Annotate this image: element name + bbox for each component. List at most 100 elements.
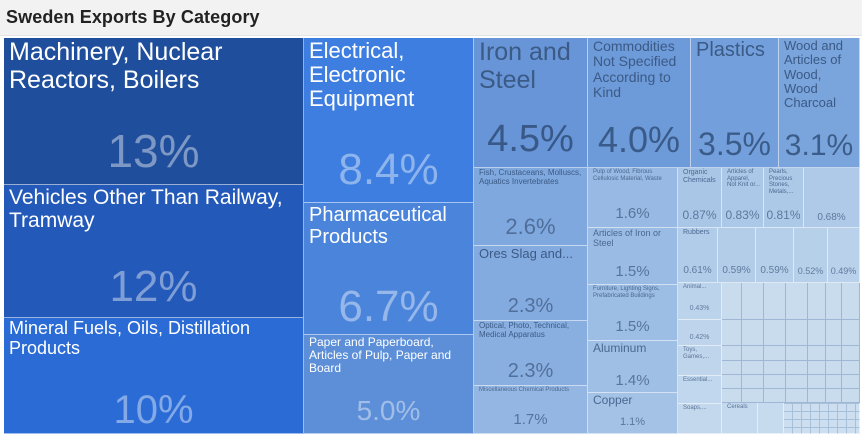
- treemap-tile-small-13[interactable]: [842, 320, 860, 346]
- treemap-tile-item-24[interactable]: 0.59%: [718, 228, 756, 283]
- tile-label: Aluminum: [593, 341, 647, 355]
- treemap-tile-fish-crustaceans-molluscs-aquatics-invertebrates[interactable]: Fish, Crustaceans, Molluscs, Aquatics In…: [474, 168, 588, 246]
- treemap-tile-item-26[interactable]: 0.52%: [794, 228, 828, 283]
- treemap-tile-soaps[interactable]: Soaps,...: [678, 404, 722, 434]
- treemap-tile-small-12[interactable]: [826, 320, 842, 346]
- tile-label: Pulp of Wood, Fibrous Cellulosic Materia…: [593, 169, 662, 182]
- treemap-tile-small-0[interactable]: [722, 283, 742, 320]
- treemap-tile-small-21[interactable]: [722, 361, 742, 375]
- tile-value: 13%: [107, 125, 200, 177]
- treemap-tile-plastics[interactable]: Plastics 3.5%: [691, 38, 779, 168]
- treemap-tile-small-25[interactable]: [808, 361, 826, 375]
- treemap-tile-small-22[interactable]: [742, 361, 764, 375]
- treemap-tile-small-24[interactable]: [786, 361, 808, 375]
- treemap-tile-small-28[interactable]: [722, 375, 742, 389]
- treemap-tile-small-2[interactable]: [764, 283, 786, 320]
- treemap-tile-small-42[interactable]: [784, 403, 860, 434]
- treemap-tile-small-29[interactable]: [742, 375, 764, 389]
- treemap-tile-small-35[interactable]: [722, 389, 742, 403]
- treemap-tile-small-23[interactable]: [764, 361, 786, 375]
- treemap-tile-small-40[interactable]: [826, 389, 842, 403]
- treemap-tile-aluminum[interactable]: Aluminum 1.4%: [588, 341, 678, 393]
- tile-label: Fish, Crustaceans, Molluscs, Aquatics In…: [479, 168, 582, 186]
- treemap-tile-item-25[interactable]: 0.59%: [756, 228, 794, 283]
- treemap-tile-small-6[interactable]: [842, 283, 860, 320]
- treemap-tile-small-5[interactable]: [826, 283, 842, 320]
- treemap-tile-small-14[interactable]: [722, 346, 742, 361]
- treemap-tile-small-32[interactable]: [808, 375, 826, 389]
- treemap-tile-small-15[interactable]: [742, 346, 764, 361]
- treemap-tile-small-34[interactable]: [842, 375, 860, 389]
- tile-label: Cereals: [727, 404, 748, 410]
- treemap-tile-pharmaceutical-products[interactable]: Pharmaceutical Products 6.7%: [304, 203, 474, 335]
- tile-value: 6.7%: [338, 282, 439, 331]
- tile-label: Electrical, Electronic Equipment: [309, 38, 415, 112]
- treemap-tile-machinery-nuclear-reactors-boilers[interactable]: Machinery, Nuclear Reactors, Boilers 13%: [4, 38, 304, 185]
- treemap-tile-pulp-of-wood-fibrous-cellulosic-material-waste[interactable]: Pulp of Wood, Fibrous Cellulosic Materia…: [588, 168, 678, 228]
- treemap-tile-small-36[interactable]: [742, 389, 764, 403]
- treemap-tile-small-26[interactable]: [826, 361, 842, 375]
- treemap-tile-electrical-electronic-equipment[interactable]: Electrical, Electronic Equipment 8.4%: [304, 38, 474, 203]
- tile-label: Organic Chemicals: [683, 169, 716, 184]
- treemap-tile-essential[interactable]: Essential...: [678, 376, 722, 404]
- treemap-tile-pearls-precious-stones-metals[interactable]: Pearls, Precious Stones, Metals,... 0.81%: [764, 168, 804, 228]
- tile-value: 0.81%: [766, 208, 801, 222]
- treemap-tile-small-16[interactable]: [764, 346, 786, 361]
- treemap-tile-small-39[interactable]: [808, 389, 826, 403]
- tile-value: 12%: [109, 262, 198, 311]
- treemap-tile-articles-of-apparel-not-knit-or[interactable]: Articles of Apparel, Not Knit or... 0.83%: [722, 168, 764, 228]
- treemap-tile-item-34[interactable]: [758, 403, 784, 434]
- treemap-tile-small-41[interactable]: [842, 389, 860, 403]
- tile-value: 2.6%: [505, 214, 556, 239]
- tile-value: 5.0%: [356, 395, 421, 426]
- treemap-tile-furniture-lighting-signs-prefabricated-buildings[interactable]: Furniture, Lighting Signs, Prefabricated…: [588, 285, 678, 341]
- treemap-tile-cereals[interactable]: Cereals: [722, 403, 758, 434]
- treemap-tile-small-7[interactable]: [722, 320, 742, 346]
- tile-value: 0.68%: [817, 212, 846, 223]
- treemap-tile-small-19[interactable]: [826, 346, 842, 361]
- tile-label: Machinery, Nuclear Reactors, Boilers: [9, 38, 223, 94]
- treemap-tile-small-17[interactable]: [786, 346, 808, 361]
- treemap-tile-item-22[interactable]: 0.68%: [804, 168, 860, 228]
- tile-value: 2.3%: [507, 360, 554, 382]
- treemap-tile-item-27[interactable]: 0.49%: [828, 228, 860, 283]
- treemap-tile-miscellaneous-chemical-products[interactable]: Miscellaneous Chemical Products 1.7%: [474, 386, 588, 434]
- treemap-tile-rubbers[interactable]: Rubbers 0.61%: [678, 228, 718, 283]
- treemap-tile-small-30[interactable]: [764, 375, 786, 389]
- treemap-tile-small-38[interactable]: [786, 389, 808, 403]
- treemap-tile-iron-and-steel[interactable]: Iron and Steel 4.5%: [474, 38, 588, 168]
- treemap-tile-small-33[interactable]: [826, 375, 842, 389]
- tile-label: Miscellaneous Chemical Products: [479, 387, 570, 393]
- treemap-tile-small-20[interactable]: [842, 346, 860, 361]
- treemap-tile-vehicles-other-than-railway-tramway[interactable]: Vehicles Other Than Railway, Tramway 12%: [4, 185, 304, 318]
- treemap-tile-organic-chemicals[interactable]: Organic Chemicals 0.87%: [678, 168, 722, 228]
- tile-value: 1.5%: [615, 318, 650, 335]
- treemap-tile-optical-photo-technical-medical-apparatus[interactable]: Optical, Photo, Technical, Medical Appar…: [474, 321, 588, 386]
- treemap-tile-small-10[interactable]: [786, 320, 808, 346]
- treemap-tile-small-1[interactable]: [742, 283, 764, 320]
- treemap-tile-small-18[interactable]: [808, 346, 826, 361]
- treemap-tile-wood-and-articles-of-wood-wood-charcoal[interactable]: Wood and Articles of Wood, Wood Charcoal…: [779, 38, 860, 168]
- tile-label: Furniture, Lighting Signs, Prefabricated…: [593, 286, 660, 299]
- treemap-tile-ores-slag-and[interactable]: Ores Slag and... 2.3%: [474, 246, 588, 321]
- treemap-tile-articles-of-iron-or-steel[interactable]: Articles of Iron or Steel 1.5%: [588, 228, 678, 285]
- treemap-tile-animal[interactable]: Animal... 0.43%: [678, 283, 722, 320]
- treemap-tile-paper-and-paperboard-articles-of-pulp-paper-and-board[interactable]: Paper and Paperboard, Articles of Pulp, …: [304, 335, 474, 434]
- treemap-tile-commodities-not-specified-according-to-kind[interactable]: Commodities Not Specified According to K…: [588, 38, 691, 168]
- treemap-tile-item-29[interactable]: 0.42%: [678, 320, 722, 346]
- treemap-tile-small-8[interactable]: [742, 320, 764, 346]
- tile-label: Ores Slag and...: [479, 246, 573, 261]
- treemap-tile-small-4[interactable]: [808, 283, 826, 320]
- treemap-tile-small-37[interactable]: [764, 389, 786, 403]
- tile-label: Optical, Photo, Technical, Medical Appar…: [479, 321, 570, 339]
- treemap-tile-small-9[interactable]: [764, 320, 786, 346]
- treemap-tile-mineral-fuels-oils-distillation-products[interactable]: Mineral Fuels, Oils, Distillation Produc…: [4, 318, 304, 434]
- treemap-tile-small-11[interactable]: [808, 320, 826, 346]
- treemap-tile-small-27[interactable]: [842, 361, 860, 375]
- treemap-tile-small-31[interactable]: [786, 375, 808, 389]
- tile-label: Animal...: [683, 284, 707, 290]
- treemap-tile-small-3[interactable]: [786, 283, 808, 320]
- tile-value: 1.5%: [615, 263, 650, 280]
- treemap-tile-toys-games[interactable]: Toys, Games,...: [678, 346, 722, 376]
- treemap-tile-copper[interactable]: Copper 1.1%: [588, 393, 678, 434]
